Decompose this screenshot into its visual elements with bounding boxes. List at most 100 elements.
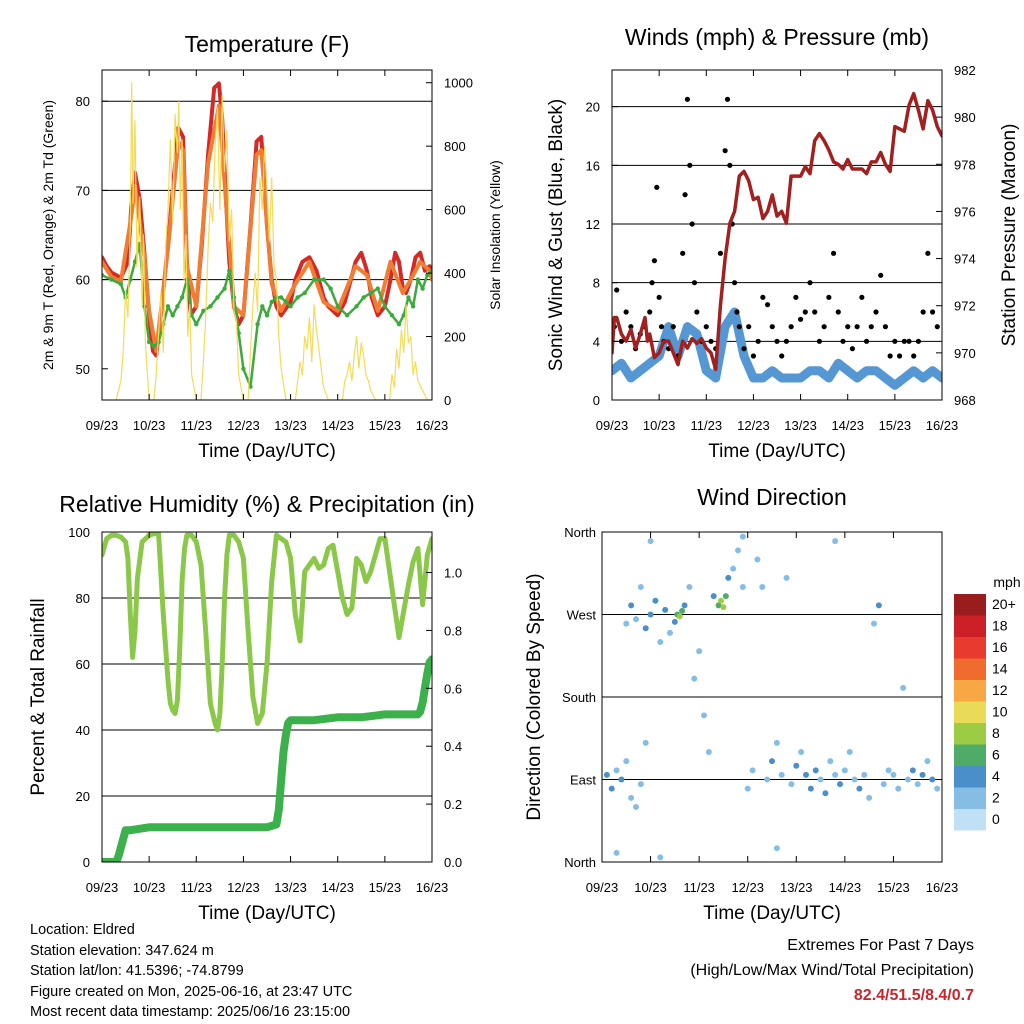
data-point — [667, 629, 673, 636]
chart-title: Winds (mph) & Pressure (mb) — [625, 24, 929, 50]
series-line — [102, 81, 432, 358]
legend-label: 12 — [992, 682, 1008, 698]
y2-tick-label: 970 — [954, 346, 976, 361]
x-tick-label: 10/23 — [643, 418, 676, 433]
y2-tick-label: 200 — [444, 330, 466, 345]
data-point — [827, 758, 834, 765]
data-point — [680, 250, 686, 256]
data-point — [929, 309, 936, 315]
data-point — [750, 353, 757, 359]
data-point — [722, 593, 729, 600]
x-tick-label: 15/23 — [879, 418, 912, 433]
y2-tick-label: 0 — [444, 393, 451, 408]
legend-label: 6 — [992, 747, 1000, 763]
plot-frame — [101, 531, 433, 863]
data-point — [656, 294, 662, 300]
x-tick-label: 12/23 — [731, 880, 764, 895]
data-point — [773, 739, 780, 746]
legend-swatch — [954, 680, 986, 702]
data-point — [822, 790, 829, 797]
latlon-text: Station lat/lon: 41.5396; -74.8799 — [30, 963, 244, 979]
data-point — [715, 602, 722, 609]
data-point — [654, 184, 660, 190]
data-point — [769, 758, 775, 765]
data-point — [841, 767, 848, 774]
data-point — [924, 758, 931, 765]
plot-area — [102, 81, 432, 400]
x-tick-label: 11/23 — [690, 418, 722, 433]
x-tick-label: 15/23 — [369, 418, 402, 433]
data-point — [623, 309, 629, 315]
data-point — [851, 776, 858, 783]
y-axis-label: 2m & 9m T (Red, Orange) & 2m Td (Green) — [40, 100, 56, 370]
data-point — [875, 602, 882, 609]
y-tick-label: 12 — [586, 217, 600, 232]
data-point — [686, 584, 693, 590]
data-point — [679, 607, 686, 614]
x-tick-label: 12/23 — [737, 418, 770, 433]
data-point — [900, 684, 907, 691]
data-point — [705, 749, 712, 755]
x-axis-label: Time (Day/UTC) — [198, 441, 336, 462]
data-point — [905, 776, 911, 783]
data-point — [744, 785, 751, 792]
legend-label: 4 — [992, 768, 1000, 784]
x-tick-label: 16/23 — [926, 418, 959, 433]
x-tick-label: 14/23 — [321, 880, 354, 895]
y-tick-label: 20 — [76, 789, 90, 804]
y2-axis-label: Station Pressure (Maroon) — [999, 124, 1020, 347]
data-point — [722, 148, 728, 154]
plot-area — [602, 533, 942, 861]
data-point — [647, 309, 653, 315]
x-tick-label: 09/23 — [586, 880, 619, 895]
x-tick-label: 11/23 — [683, 880, 715, 895]
data-point — [868, 324, 874, 330]
data-point — [878, 272, 884, 278]
legend-swatch — [954, 787, 986, 809]
legend-label: 8 — [992, 725, 1000, 741]
data-point — [816, 338, 823, 344]
y-tick-label: West — [567, 608, 597, 623]
chart-title: Relative Humidity (%) & Precipitation (i… — [59, 491, 474, 517]
data-point — [735, 547, 741, 554]
data-point — [788, 324, 794, 330]
x-tick-label: 09/23 — [86, 880, 119, 895]
data-point — [890, 771, 897, 778]
legend-label: 20+ — [992, 596, 1016, 612]
legend-swatch — [954, 637, 986, 659]
data-point — [614, 287, 620, 293]
y-tick-label: 60 — [76, 657, 90, 672]
data-point — [859, 294, 865, 300]
y2-tick-label: 1.0 — [444, 566, 462, 581]
data-point — [901, 338, 907, 344]
data-point — [670, 324, 676, 330]
data-point — [835, 309, 841, 315]
data-point — [657, 639, 664, 645]
x-tick-label: 13/23 — [784, 418, 817, 433]
plot-frame — [611, 69, 943, 401]
y-tick-label: 50 — [76, 362, 90, 377]
x-axis-label: Time (Day/UTC) — [198, 903, 336, 924]
data-point — [724, 96, 731, 102]
data-point — [793, 294, 799, 300]
legend-swatch — [954, 594, 986, 616]
y2-tick-label: 972 — [954, 299, 976, 314]
extremes-values: 82.4/51.5/8.4/0.7 — [853, 987, 974, 1004]
y2-tick-label: 976 — [954, 204, 976, 219]
data-point — [623, 620, 630, 627]
data-point — [909, 767, 916, 774]
series-line — [115, 82, 432, 400]
location-text: Location: Eldred — [30, 922, 135, 938]
data-point — [880, 781, 887, 788]
data-point — [691, 675, 698, 682]
legend-swatch — [954, 701, 986, 723]
y-tick-label: 40 — [76, 723, 90, 738]
data-point — [637, 584, 644, 590]
data-point — [628, 602, 635, 609]
data-point — [647, 538, 654, 545]
data-point — [633, 616, 639, 623]
legend-label: 2 — [992, 790, 1000, 806]
data-point — [652, 597, 659, 604]
data-point — [671, 618, 678, 625]
